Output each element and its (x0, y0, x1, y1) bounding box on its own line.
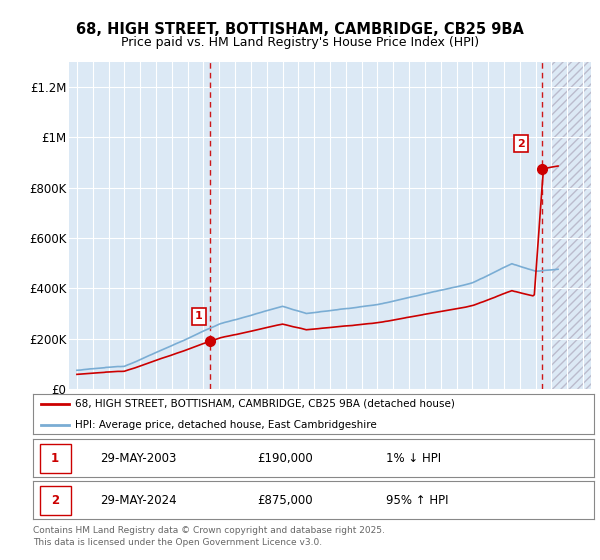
Bar (551, 62, 591, 389)
Text: 1% ↓ HPI: 1% ↓ HPI (386, 451, 442, 465)
Text: 2: 2 (51, 493, 59, 507)
Text: 29-MAY-2024: 29-MAY-2024 (100, 493, 177, 507)
Text: 29-MAY-2003: 29-MAY-2003 (100, 451, 176, 465)
Text: HPI: Average price, detached house, East Cambridgeshire: HPI: Average price, detached house, East… (75, 420, 377, 430)
FancyBboxPatch shape (40, 444, 71, 473)
Text: 95% ↑ HPI: 95% ↑ HPI (386, 493, 449, 507)
Text: 68, HIGH STREET, BOTTISHAM, CAMBRIDGE, CB25 9BA: 68, HIGH STREET, BOTTISHAM, CAMBRIDGE, C… (76, 22, 524, 38)
Text: 68, HIGH STREET, BOTTISHAM, CAMBRIDGE, CB25 9BA (detached house): 68, HIGH STREET, BOTTISHAM, CAMBRIDGE, C… (75, 399, 455, 409)
FancyBboxPatch shape (40, 486, 71, 515)
Text: 1: 1 (51, 451, 59, 465)
Text: Contains HM Land Registry data © Crown copyright and database right 2025.: Contains HM Land Registry data © Crown c… (33, 526, 385, 535)
Bar (551, 62, 591, 389)
Text: £190,000: £190,000 (257, 451, 313, 465)
Text: £875,000: £875,000 (257, 493, 313, 507)
Text: 1: 1 (195, 311, 203, 321)
Text: 2: 2 (517, 139, 525, 149)
Text: This data is licensed under the Open Government Licence v3.0.: This data is licensed under the Open Gov… (33, 539, 322, 548)
Text: Price paid vs. HM Land Registry's House Price Index (HPI): Price paid vs. HM Land Registry's House … (121, 36, 479, 49)
